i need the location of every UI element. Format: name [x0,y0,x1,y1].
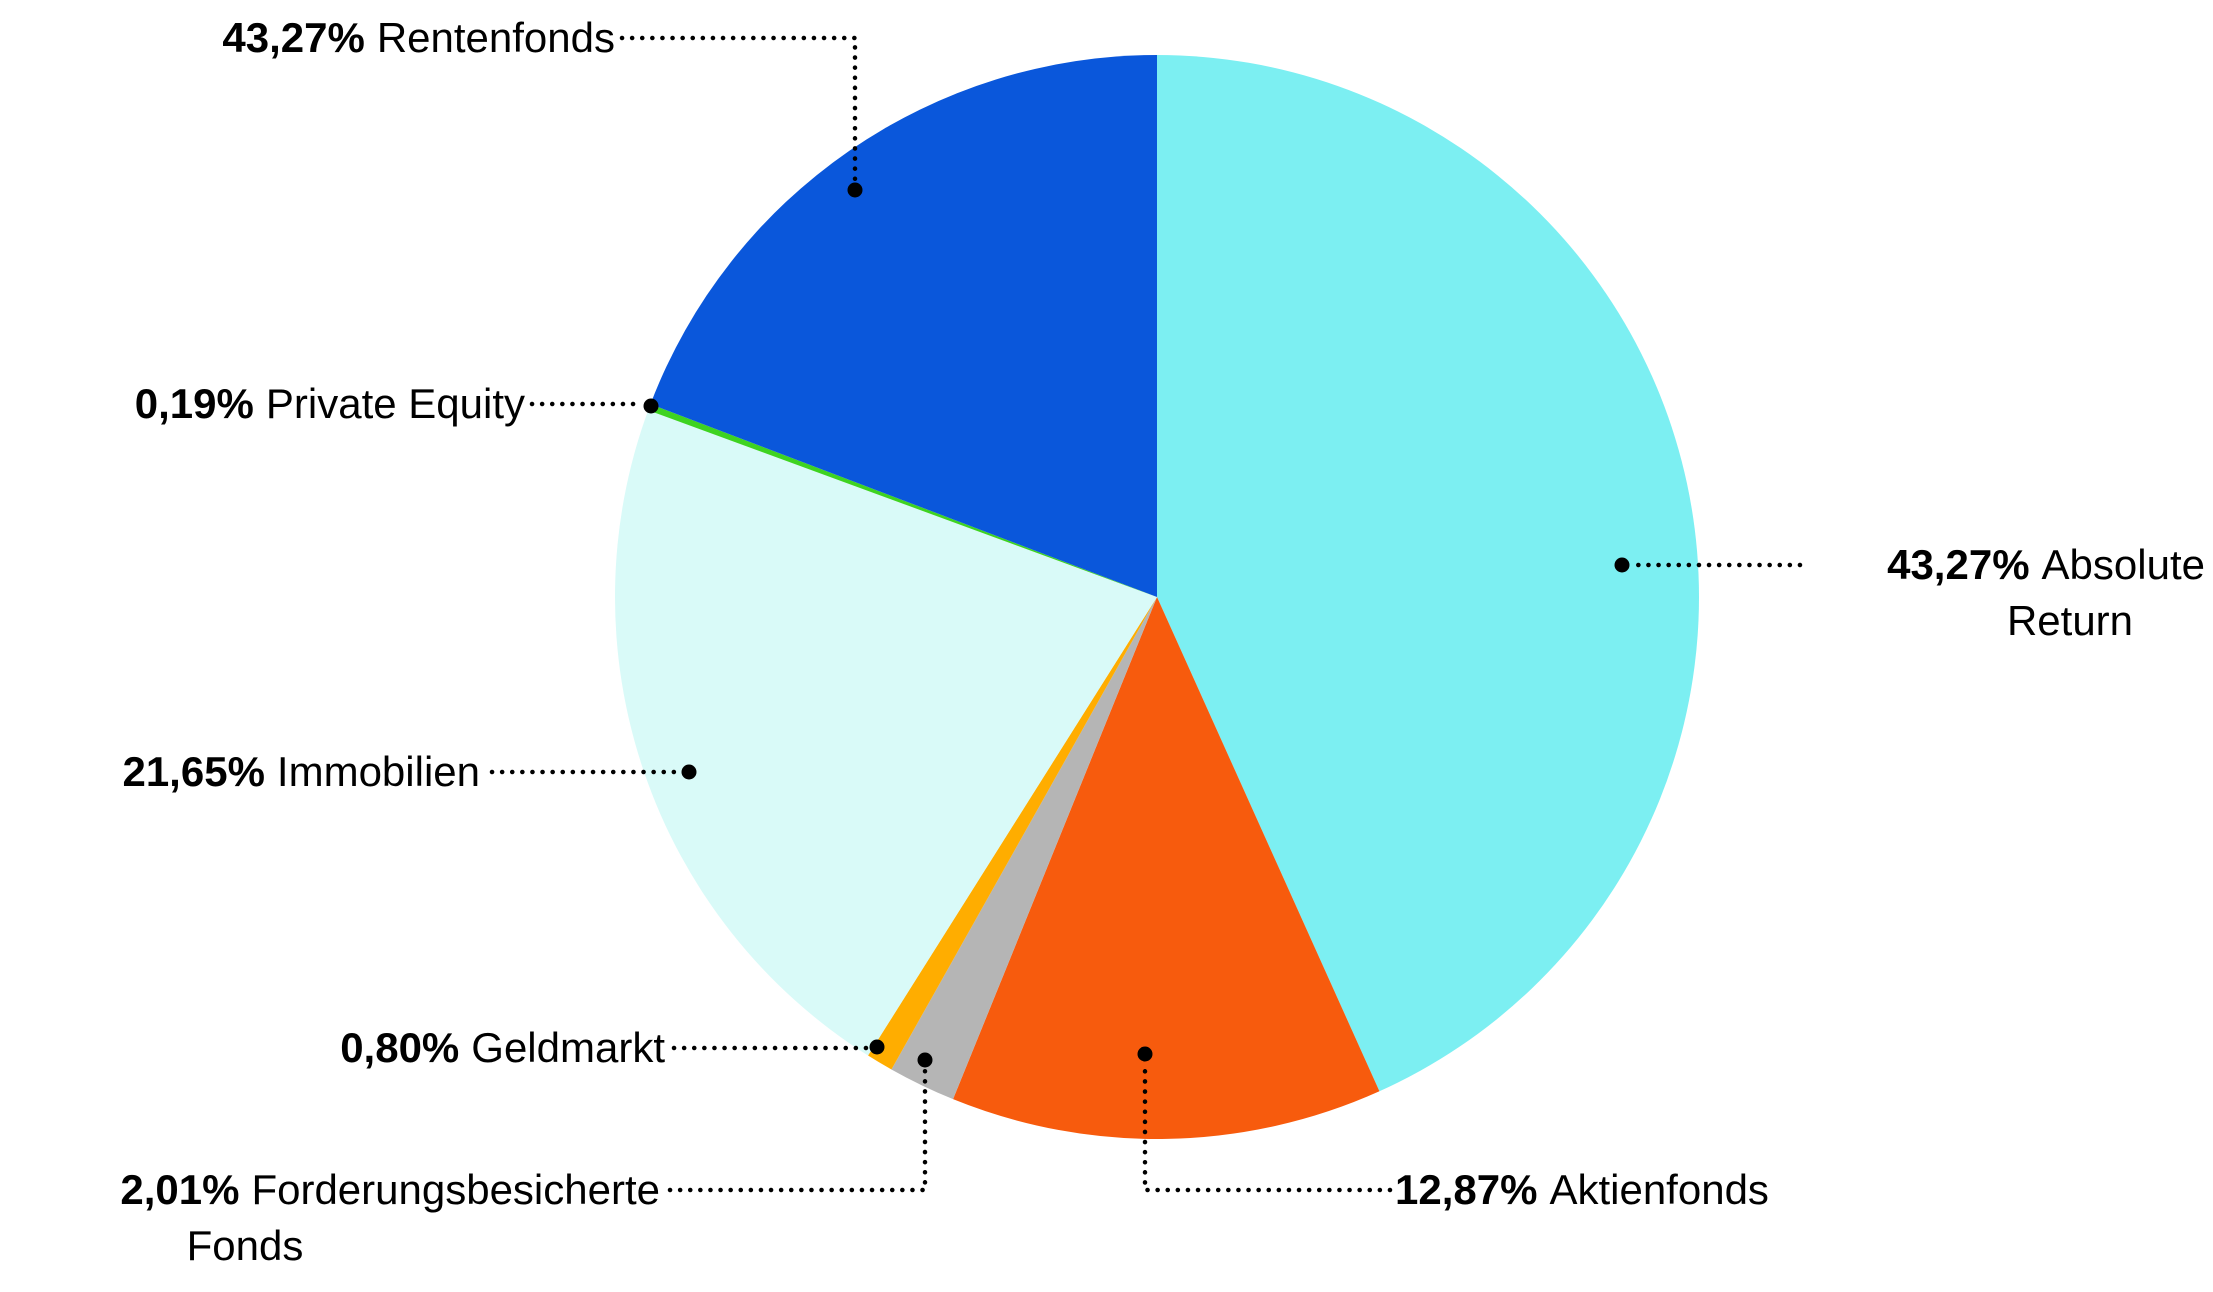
label-aktienfonds-name: Aktienfonds [1549,1166,1769,1213]
label-absolute-return-name2: Return [2006,597,2134,644]
label-geldmarkt-pct: 0,80% [340,1024,460,1071]
leader-line-aktienfonds [1142,1060,1393,1193]
pie-slice-rentenfonds [650,55,1157,597]
label-immobilien-pct: 21,65% [122,748,265,795]
label-forderung-pct: 2,01% [120,1166,240,1213]
pie-slice-geldmarkt [868,597,1157,1070]
label-aktienfonds: 12,87% Aktienfonds [1395,1166,1915,1214]
leader-dot-aktienfonds [1137,1046,1153,1062]
label-absolute-return-line1: 43,27% Absolute [1785,541,2205,589]
label-forderung-name: Forderungsbesicherte [251,1166,660,1213]
label-absolute-return-line2: Return [1950,597,2190,645]
label-rentenfonds: 43,27% Rentenfonds [135,14,615,62]
leader-line-forderung [667,1066,928,1193]
label-aktienfonds-pct: 12,87% [1395,1166,1538,1213]
leader-dot-geldmarkt [869,1039,885,1055]
label-absolute-return-pct: 43,27% [1887,541,2030,588]
pie-slice-private-equity [648,404,1157,597]
leader-dot-forderung [917,1052,933,1068]
label-private-equity-name: Private Equity [265,380,525,427]
leader-lines [489,35,1803,1193]
label-rentenfonds-pct: 43,27% [222,14,365,61]
leader-line-rentenfonds [619,35,858,185]
pie-slice-immobilien [615,410,1157,1056]
label-geldmarkt: 0,80% Geldmarkt [185,1024,665,1072]
label-immobilien-name: Immobilien [276,748,480,795]
pie-slice-absolute-return [1157,55,1699,1092]
label-immobilien: 21,65% Immobilien [0,748,480,796]
label-private-equity: 0,19% Private Equity [45,380,525,428]
label-forderung-name2: Fonds [186,1222,304,1269]
label-private-equity-pct: 0,19% [134,380,254,427]
label-forderung-line1: 2,01% Forderungsbesicherte [25,1166,660,1214]
pie-slice-forderungsbesicherte-fonds [891,597,1157,1100]
label-rentenfonds-name: Rentenfonds [376,14,615,61]
leader-dot-private-equity [643,398,659,414]
leader-dot-absolute-return [1614,557,1630,573]
leader-dot-rentenfonds [847,182,863,198]
leader-dot-immobilien [681,764,697,780]
label-geldmarkt-name: Geldmarkt [471,1024,665,1071]
label-forderung-line2: Fonds [120,1222,370,1270]
pie-slice-aktienfonds [953,597,1380,1139]
label-absolute-return-name: Absolute [2041,541,2205,588]
pie-slices [615,55,1699,1139]
